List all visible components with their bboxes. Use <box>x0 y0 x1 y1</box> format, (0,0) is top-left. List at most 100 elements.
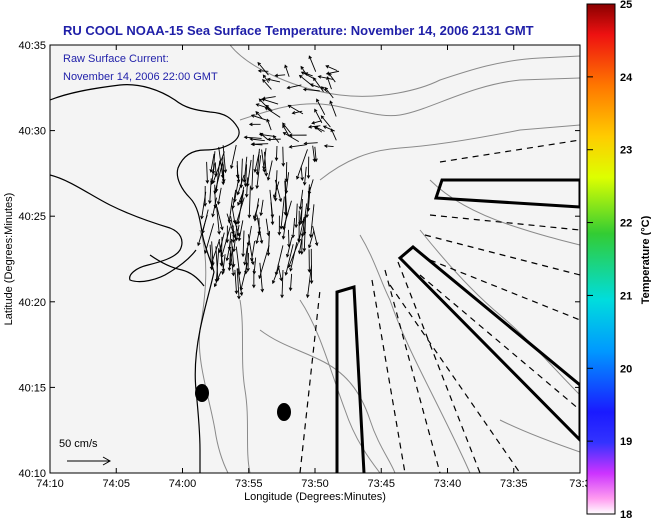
radar-box-north <box>433 178 580 209</box>
x-tick-label: 73:50 <box>301 478 329 490</box>
y-tick-label: 40:25 <box>18 211 46 223</box>
radar-range-line <box>299 289 321 473</box>
current-vector <box>303 141 318 146</box>
colorbar-tick-label: 24 <box>620 72 633 84</box>
current-vector <box>299 199 304 225</box>
current-vector <box>302 87 320 92</box>
current-vector <box>309 248 314 285</box>
current-vector <box>225 241 232 262</box>
colorbar-ticks: 18 19 20 21 22 23 24 25 <box>587 0 633 518</box>
radar-range-line <box>439 139 580 163</box>
current-vector <box>328 72 336 83</box>
colorbar-tick-label: 20 <box>620 363 632 375</box>
current-vector <box>209 153 215 173</box>
current-vector <box>325 65 338 72</box>
current-vector <box>243 247 248 266</box>
current-vector <box>246 252 250 272</box>
colorbar-tick-label: 23 <box>620 145 632 157</box>
bathymetry-contour <box>239 77 580 121</box>
current-vector <box>308 55 317 72</box>
current-vector <box>211 197 217 218</box>
current-vector <box>263 151 269 177</box>
current-vector <box>234 269 239 295</box>
current-vector <box>322 125 335 132</box>
current-vector <box>221 157 226 186</box>
current-vector <box>214 162 218 178</box>
x-tick-label: 73:45 <box>367 478 395 490</box>
current-vector <box>262 78 272 90</box>
surface-current-vectors <box>197 55 340 300</box>
current-vector <box>255 155 262 190</box>
current-vector <box>244 177 249 198</box>
x-tick-label: 74:05 <box>102 478 130 490</box>
current-vector <box>266 160 273 181</box>
current-vector <box>289 242 298 272</box>
x-tick-label: 73:3 <box>569 478 590 490</box>
current-vector <box>305 184 310 219</box>
current-vector <box>329 100 337 117</box>
current-vector <box>274 73 286 78</box>
radar-range-line <box>389 284 521 473</box>
current-vector <box>234 221 241 237</box>
y-tick-label: 40:15 <box>18 382 46 394</box>
radar-range-line <box>429 259 580 321</box>
current-vector <box>220 226 231 259</box>
bathymetry-contour <box>429 179 580 246</box>
current-vector <box>300 166 304 181</box>
station-marker <box>277 403 291 421</box>
current-vector <box>296 149 308 180</box>
current-vector <box>285 236 293 258</box>
current-vector <box>267 137 281 142</box>
current-vector <box>309 83 320 88</box>
y-tick-label: 40:10 <box>18 468 46 480</box>
current-vector <box>316 98 326 116</box>
map-title: RU COOL NOAA-15 Sea Surface Temperature:… <box>63 23 534 38</box>
current-vector <box>205 161 210 184</box>
current-vector <box>279 196 285 230</box>
bathymetry-contour <box>198 229 229 473</box>
current-vector <box>235 197 245 226</box>
current-vector <box>291 217 296 239</box>
current-vector <box>284 180 289 218</box>
current-vector <box>201 209 209 235</box>
coastline-bay <box>50 174 197 283</box>
coastline-inlet <box>149 254 205 287</box>
current-vector <box>236 268 241 300</box>
current-vector <box>300 65 308 76</box>
current-vector <box>300 71 316 80</box>
current-vector <box>257 61 269 76</box>
current-vector <box>311 120 322 125</box>
current-vector <box>250 240 256 262</box>
radar-box-east <box>397 245 580 443</box>
current-vector <box>266 77 281 83</box>
current-vector <box>255 148 260 176</box>
current-vector <box>312 145 317 163</box>
current-vector <box>229 246 236 277</box>
current-vector <box>323 144 334 148</box>
current-vector <box>225 225 230 244</box>
radar-box-west <box>335 285 366 473</box>
current-vector <box>262 74 269 83</box>
current-vector <box>312 225 319 247</box>
y-tick-label: 40:30 <box>18 126 46 138</box>
current-vector <box>317 75 334 80</box>
current-vector <box>274 145 279 162</box>
radar-range-line <box>419 274 580 411</box>
current-vector <box>249 137 265 142</box>
current-vector <box>239 262 248 292</box>
current-vector <box>255 103 266 108</box>
current-vector <box>282 132 299 142</box>
bathymetry-contour <box>419 229 580 396</box>
current-vector <box>247 185 252 219</box>
bathymetry-contour <box>299 299 381 473</box>
current-vector <box>215 203 221 235</box>
current-vector <box>266 230 271 257</box>
current-vector <box>324 86 334 99</box>
current-vector <box>218 146 225 179</box>
current-vector <box>256 214 264 244</box>
bathymetry-contour <box>319 124 580 181</box>
current-vector <box>281 146 286 167</box>
current-vector <box>248 122 261 127</box>
current-vector <box>222 145 228 174</box>
bathymetry-contour <box>359 234 471 473</box>
